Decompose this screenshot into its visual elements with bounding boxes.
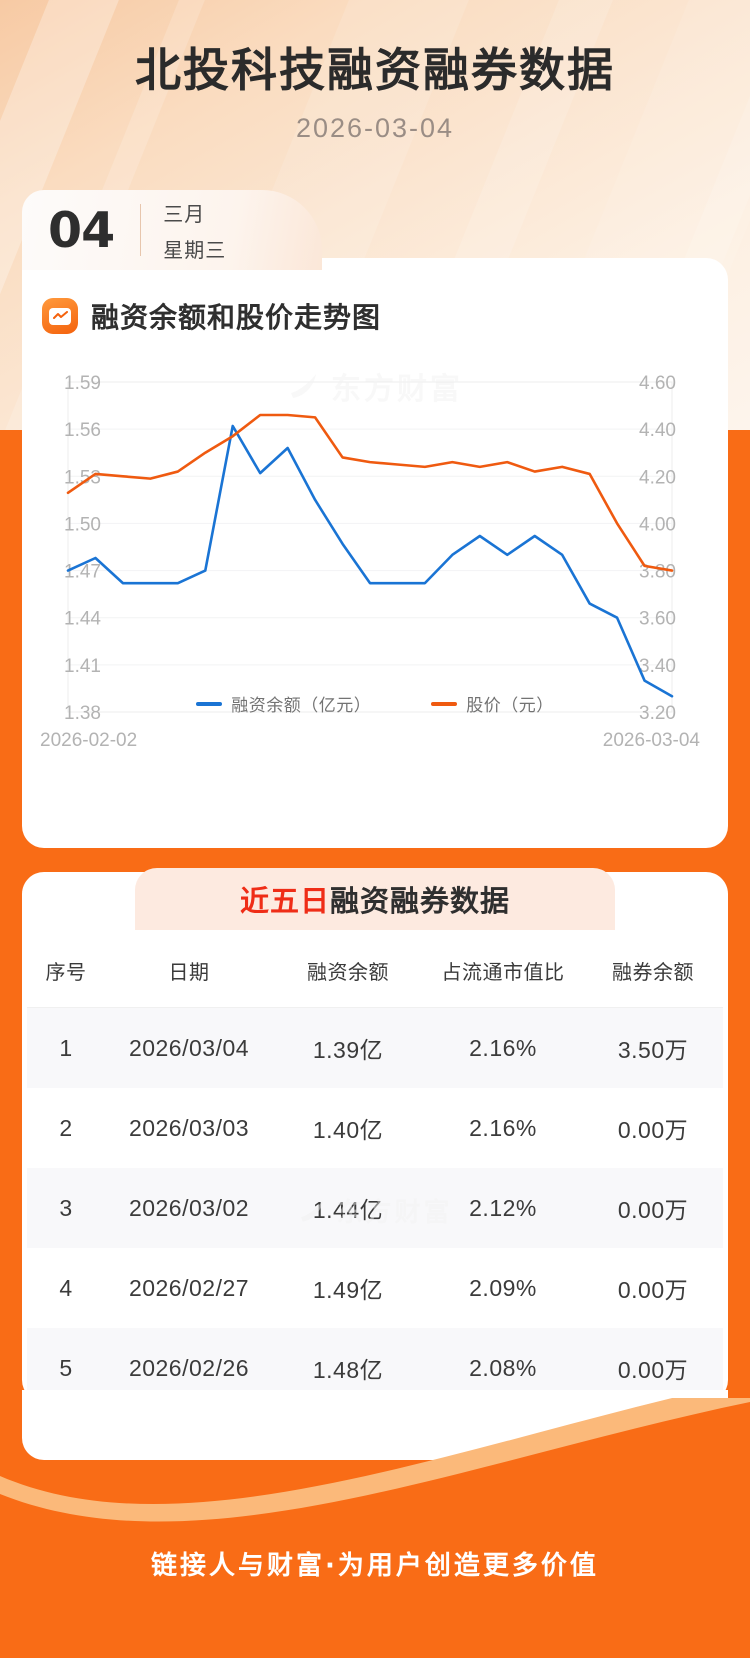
page-subtitle-date: 2026-03-04 bbox=[295, 113, 455, 143]
table-row: 3 2026/03/02 1.44亿 2.12% 0.00万 bbox=[27, 1168, 723, 1248]
chart-title: 融资余额和股价走势图 bbox=[91, 301, 382, 334]
chart-card: 融资余额和股价走势图 东方财富 1.59 4.60 1.56 4.40 1.53 4.20… bbox=[22, 258, 728, 848]
svg-text:1.53: 1.53 bbox=[64, 467, 101, 488]
chart-legend: 融资余额（亿元） 股价（元） bbox=[22, 691, 728, 716]
svg-text:1.38: 1.38 bbox=[64, 703, 101, 724]
date-card-month: 三月 bbox=[163, 203, 206, 226]
table-title-highlight: 近五日 bbox=[239, 884, 330, 918]
col-header-sec: 融券余额 bbox=[583, 934, 723, 1008]
footer-slogan: 链接人与财富·为用户创造更多价值 bbox=[151, 1551, 599, 1581]
cell-pct: 2.08% bbox=[469, 1354, 537, 1381]
chart-monitor-icon bbox=[42, 298, 78, 334]
footer: 链接人与财富·为用户创造更多价值 bbox=[0, 1398, 750, 1658]
cell-balance: 1.49亿 bbox=[312, 1277, 384, 1303]
col-header-pct: 占流通市值比 bbox=[423, 934, 583, 1008]
zigzag-line-icon bbox=[52, 311, 68, 319]
cell-pct: 2.12% bbox=[469, 1194, 537, 1221]
table-title-banner: 近五日 融资融券数据 bbox=[135, 868, 615, 930]
svg-text:3.20: 3.20 bbox=[639, 703, 676, 724]
page-title: 北投科技融资融券数据 bbox=[135, 43, 615, 97]
cell-index: 5 bbox=[59, 1354, 73, 1381]
cell-security: 0.00万 bbox=[617, 1277, 689, 1303]
col-header-balance: 融资余额 bbox=[273, 934, 423, 1008]
cell-date: 2026/03/04 bbox=[128, 1034, 250, 1061]
cell-date: 2026/02/27 bbox=[128, 1274, 250, 1301]
cell-pct: 2.09% bbox=[469, 1274, 537, 1301]
cell-index: 3 bbox=[59, 1194, 73, 1221]
chart-card-header: 融资余额和股价走势图 bbox=[22, 258, 728, 336]
cell-pct: 2.16% bbox=[469, 1034, 537, 1061]
cell-balance: 1.39亿 bbox=[312, 1037, 384, 1063]
legend-item-0[interactable]: 融资余额（亿元） bbox=[196, 691, 371, 716]
svg-text:2026-02-02: 2026-02-02 bbox=[40, 730, 137, 751]
svg-text:4.40: 4.40 bbox=[639, 420, 676, 441]
svg-text:4.20: 4.20 bbox=[639, 467, 676, 488]
cell-security: 3.50万 bbox=[617, 1037, 689, 1063]
svg-text:3.40: 3.40 bbox=[639, 656, 676, 677]
table-row: 4 2026/02/27 1.49亿 2.09% 0.00万 bbox=[27, 1248, 723, 1328]
legend-swatch-balance bbox=[196, 701, 223, 706]
date-card: 04 三月 星期三 bbox=[22, 190, 322, 270]
cell-balance: 1.40亿 bbox=[312, 1117, 384, 1143]
cell-index: 4 bbox=[59, 1274, 73, 1301]
svg-text:1.59: 1.59 bbox=[64, 373, 101, 394]
cell-security: 0.00万 bbox=[617, 1357, 689, 1383]
svg-text:1.50: 1.50 bbox=[64, 514, 101, 535]
svg-text:2026-03-04: 2026-03-04 bbox=[603, 730, 701, 751]
cell-pct: 2.16% bbox=[469, 1114, 537, 1141]
legend-item-1[interactable]: 股价（元） bbox=[431, 691, 554, 716]
legend-swatch-price bbox=[431, 701, 458, 706]
table-title-rest: 融资融券数据 bbox=[330, 884, 511, 918]
table-row: 1 2026/03/04 1.39亿 2.16% 3.50万 bbox=[27, 1007, 723, 1088]
col-header-index: 序号 bbox=[27, 934, 105, 1008]
footer-wave-decoration bbox=[0, 1398, 750, 1658]
line-chart-svg: 1.59 4.601.56 4.401.53 4.201.50 4.001.47 3.80… bbox=[40, 373, 701, 751]
margin-trading-table: 序号 日期 融资余额 占流通市值比 融券余额 1 2026/03/04 1.39亿 2… bbox=[27, 934, 723, 1408]
date-card-divider bbox=[140, 204, 142, 256]
date-card-weekday: 星期三 bbox=[163, 239, 227, 262]
svg-text:4.00: 4.00 bbox=[639, 514, 676, 535]
table-header-row: 序号 日期 融资余额 占流通市值比 融券余额 bbox=[27, 934, 723, 1008]
cell-date: 2026/02/26 bbox=[128, 1354, 250, 1381]
cell-balance: 1.48亿 bbox=[312, 1357, 384, 1383]
svg-text:3.60: 3.60 bbox=[639, 609, 676, 630]
cell-date: 2026/03/02 bbox=[128, 1194, 250, 1221]
legend-label-price: 股价（元） bbox=[466, 696, 554, 715]
cell-index: 2 bbox=[59, 1114, 73, 1141]
svg-text:1.56: 1.56 bbox=[64, 420, 101, 441]
cell-index: 1 bbox=[59, 1034, 73, 1061]
cell-balance: 1.44亿 bbox=[312, 1197, 384, 1223]
cell-date: 2026/03/03 bbox=[128, 1114, 250, 1141]
cell-security: 0.00万 bbox=[617, 1197, 689, 1223]
svg-text:1.44: 1.44 bbox=[64, 609, 101, 630]
date-card-day: 04 bbox=[48, 201, 115, 259]
svg-text:1.41: 1.41 bbox=[64, 656, 101, 677]
svg-text:4.60: 4.60 bbox=[639, 373, 676, 394]
cell-security: 0.00万 bbox=[617, 1117, 689, 1143]
legend-label-balance: 融资余额（亿元） bbox=[231, 696, 372, 715]
col-header-date: 日期 bbox=[105, 934, 273, 1008]
table-row: 2 2026/03/03 1.40亿 2.16% 0.00万 bbox=[27, 1088, 723, 1168]
